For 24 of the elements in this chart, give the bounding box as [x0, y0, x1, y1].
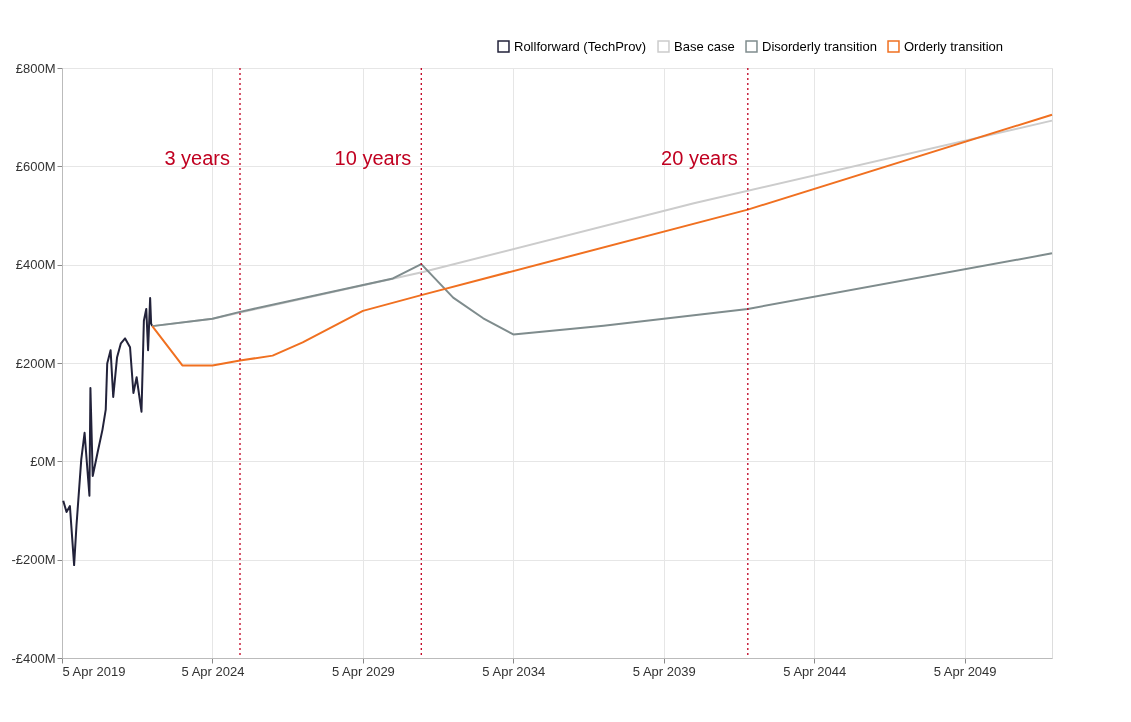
- y-tick-label: £800M: [15, 60, 56, 76]
- ref-line-label: 10 years: [334, 147, 412, 170]
- y-tick-label: £600M: [15, 158, 56, 174]
- x-tick-label: 5 Apr 2034: [482, 663, 546, 679]
- y-tick-label: -£400M: [11, 650, 56, 666]
- x-tick-label: 5 Apr 2044: [783, 663, 847, 679]
- x-tick-label: 5 Apr 2039: [632, 663, 696, 679]
- line-series: [62, 297, 154, 567]
- x-tick-label: 5 Apr 2049: [933, 663, 997, 679]
- legend-label: Base case: [674, 38, 735, 54]
- legend-label: Disorderly transition: [762, 38, 877, 54]
- y-tick-label: £400M: [15, 257, 56, 273]
- y-tick-label: -£200M: [11, 552, 56, 568]
- line-series: [151, 113, 1053, 367]
- ref-line-label: 20 years: [661, 147, 738, 170]
- legend-label: Orderly transition: [904, 38, 1003, 54]
- x-tick-label: 5 Apr 2019: [62, 663, 126, 679]
- ref-line-label: 3 years: [164, 147, 230, 170]
- y-tick-label: £200M: [15, 355, 56, 371]
- x-tick-label: 5 Apr 2029: [331, 663, 395, 679]
- line-series: [151, 252, 1053, 336]
- y-tick-label: £0M: [30, 453, 56, 469]
- legend-label: Rollforward (TechProv): [514, 38, 647, 54]
- x-tick-label: 5 Apr 2024: [181, 663, 245, 679]
